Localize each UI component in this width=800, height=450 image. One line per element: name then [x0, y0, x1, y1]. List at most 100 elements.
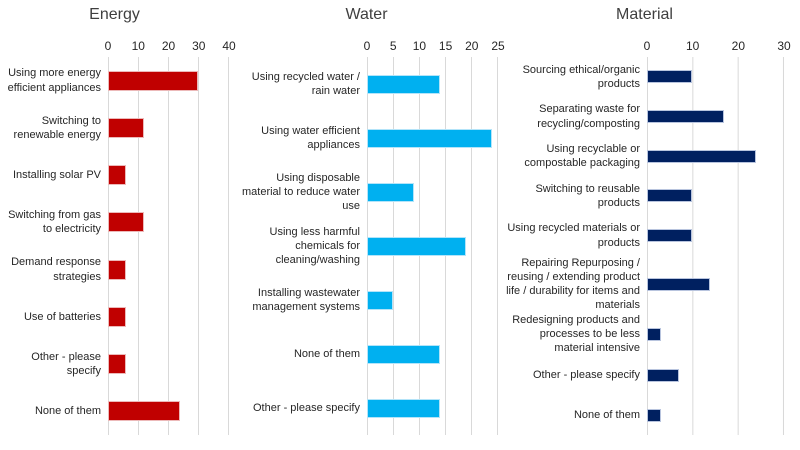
bar-track — [108, 57, 229, 105]
chart-row: Using recyclable or compostable packagin… — [505, 136, 784, 177]
axis-tick-label: 20 — [731, 39, 746, 53]
axis-tick-label: 20 — [465, 39, 479, 53]
category-label: Other - please specify — [533, 369, 640, 382]
bar-track — [367, 327, 498, 381]
bar-track — [647, 255, 784, 313]
category-label: Other - please specify — [253, 401, 360, 414]
chart-water: Water 0 5 10 15 20 25 Using recycled water / … — [235, 0, 505, 450]
axis-tick-label: 0 — [643, 39, 651, 53]
x-axis: 0 5 10 15 20 25 — [235, 30, 505, 57]
bar-track — [647, 96, 784, 137]
bar — [647, 149, 756, 163]
bar-track — [367, 111, 498, 165]
chart-row: Other - please specify — [0, 340, 229, 388]
bar-rows: Sourcing ethical/organic products Separat… — [505, 57, 784, 435]
axis-tick-row: 0 5 10 15 20 25 — [363, 30, 505, 57]
category-label: Switching to reusable products — [535, 182, 640, 209]
bar — [367, 182, 414, 202]
bar-rows: Using recycled water / rain water Using w… — [235, 57, 498, 435]
bar-track — [647, 176, 784, 216]
bar — [108, 70, 198, 91]
chart-row: Installing wastewater management systems — [235, 273, 498, 327]
chart-row: Switching from gas to electricity — [0, 198, 229, 246]
category-label: None of them — [34, 405, 101, 418]
category-label: Using recycled water / rain water — [251, 70, 360, 97]
category-label: Using more energy efficient appliances — [7, 67, 101, 94]
bar-track — [108, 293, 229, 341]
x-axis: 0 10 20 30 40 — [0, 30, 236, 57]
bar — [108, 165, 126, 186]
category-label: Other - please specify — [31, 350, 101, 378]
category-label: None of them — [293, 347, 360, 360]
chart-row: Using recycled materials or products — [505, 215, 784, 256]
chart-row: Demand response strategies — [0, 246, 229, 294]
bar — [647, 408, 661, 422]
chart-row: Redesigning products and processes to be… — [505, 312, 784, 356]
bar — [647, 70, 693, 84]
bar-track — [108, 387, 229, 435]
category-label: Use of batteries — [23, 310, 101, 323]
axis-tick-label: 15 — [438, 39, 453, 53]
bar — [647, 368, 679, 382]
chart-row: Using water efficient appliances — [235, 111, 498, 165]
bar-track — [647, 395, 784, 435]
bar-rows: Using more energy efficient appliances Sw… — [0, 57, 229, 435]
bar-track — [367, 57, 498, 111]
chart-row: Using more energy efficient appliances — [0, 57, 229, 105]
bar-track — [367, 219, 498, 273]
axis-tick-row: 0 10 20 30 40 — [105, 30, 236, 57]
bar — [108, 306, 126, 327]
bar — [647, 189, 693, 203]
bar — [108, 354, 126, 375]
x-axis: 0 10 20 30 — [505, 30, 791, 57]
chart-row: Using disposable material to reduce wate… — [235, 165, 498, 219]
chart-row: Switching to reusable products — [505, 176, 784, 216]
chart-row: None of them — [0, 387, 229, 435]
category-label: Sourcing ethical/organic products — [522, 63, 640, 90]
category-label: Using recycled materials or products — [507, 222, 640, 249]
bar-track — [108, 198, 229, 246]
bar-track — [367, 165, 498, 219]
chart-row: Sourcing ethical/organic products — [505, 57, 784, 97]
bar — [647, 110, 725, 124]
chart-row: None of them — [505, 395, 784, 435]
bar — [367, 344, 440, 364]
category-label: Using disposable material to reduce wate… — [242, 171, 360, 213]
category-label: Installing wastewater management systems — [252, 286, 360, 313]
axis-tick-label: 5 — [389, 39, 397, 53]
chart-row: Using recycled water / rain water — [235, 57, 498, 111]
chart-title: Energy — [89, 6, 140, 23]
axis-tick-label: 10 — [412, 39, 427, 53]
category-label: Switching to renewable energy — [13, 114, 101, 141]
axis-spacer — [235, 30, 367, 57]
bar — [647, 327, 661, 341]
chart-row: Separating waste for recycling/compostin… — [505, 96, 784, 137]
chart-row: Switching to renewable energy — [0, 104, 229, 152]
category-label: None of them — [573, 409, 640, 421]
axis-tick-row: 0 10 20 30 — [643, 30, 791, 57]
axis-tick-label: 30 — [777, 39, 791, 53]
axis-tick-label: 10 — [131, 39, 145, 53]
bar — [367, 128, 492, 148]
category-label: Installing solar PV — [12, 168, 101, 181]
bar — [108, 401, 180, 422]
chart-row: Other - please specify — [505, 355, 784, 396]
category-label: Switching from gas to electricity — [8, 209, 101, 236]
chart-title: Material — [616, 6, 673, 23]
bar-track — [647, 57, 784, 97]
bar — [367, 398, 440, 418]
bar — [108, 212, 144, 233]
axis-tick-label: 0 — [363, 39, 371, 53]
bar — [108, 259, 126, 280]
chart-row: Other - please specify — [235, 381, 498, 435]
bar — [647, 229, 693, 243]
category-label: Separating waste for recycling/compostin… — [537, 103, 640, 130]
bar-track — [108, 246, 229, 294]
bar-track — [647, 312, 784, 356]
bar-track — [108, 151, 229, 199]
axis-tick-label: 30 — [192, 39, 206, 53]
chart-row: None of them — [235, 327, 498, 381]
axis-tick-label: 10 — [685, 39, 700, 53]
bar — [647, 277, 711, 291]
